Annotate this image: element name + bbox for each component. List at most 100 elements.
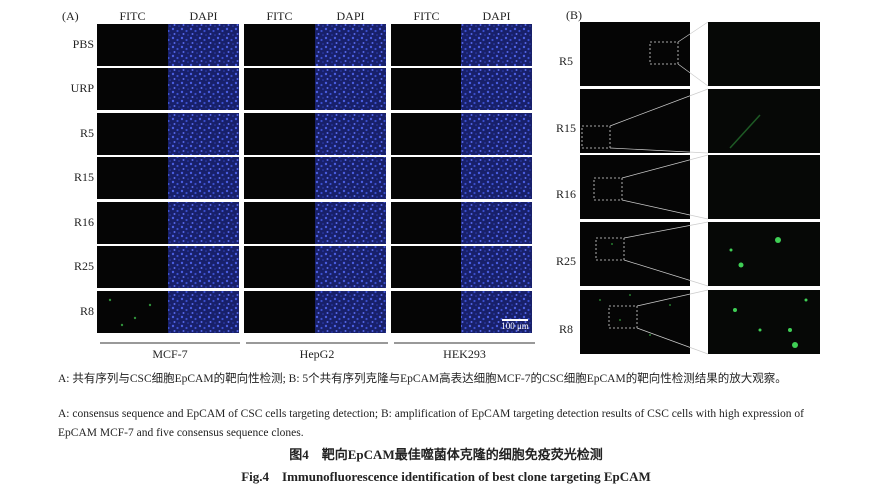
fitc-image	[391, 246, 462, 288]
dapi-image	[315, 291, 386, 333]
fitc-image	[97, 291, 168, 333]
green-spot	[619, 319, 621, 321]
dapi-image	[461, 24, 532, 66]
dapi-image	[461, 157, 532, 199]
panel-label: (B)	[566, 8, 582, 22]
green-spot	[148, 303, 152, 307]
fitc-image	[391, 291, 462, 333]
fitc-image	[97, 202, 168, 244]
fitc-image	[580, 89, 690, 153]
zoom-image	[708, 155, 820, 219]
zoom-image	[708, 222, 820, 286]
zoom-box	[595, 237, 625, 261]
fitc-image	[97, 24, 168, 66]
row-label: R16	[556, 187, 576, 201]
dapi-image	[461, 246, 532, 288]
dapi-image	[168, 291, 239, 333]
green-spot	[758, 328, 762, 332]
column-header: DAPI	[189, 9, 217, 23]
fitc-image	[391, 157, 462, 199]
dapi-image	[315, 24, 386, 66]
zoom-line	[636, 327, 709, 355]
dapi-image	[461, 68, 532, 110]
zoom-box	[593, 177, 623, 201]
green-spot	[108, 298, 112, 302]
column-header: DAPI	[482, 9, 510, 23]
dapi-image	[168, 246, 239, 288]
zoom-image	[708, 22, 820, 86]
zoom-line	[621, 154, 709, 179]
figure: (A) (B) FITC DAPI FITC DAPI FITC DAPI PBS URP R5…	[62, 8, 820, 361]
dapi-image	[168, 68, 239, 110]
dapi-image	[315, 157, 386, 199]
green-spot	[599, 299, 601, 301]
zoom-image	[708, 290, 820, 354]
green-spot	[733, 308, 737, 312]
fitc-image	[244, 202, 315, 244]
fitc-image	[580, 155, 690, 219]
green-spot	[792, 342, 798, 348]
row-label: R8	[80, 304, 94, 318]
dapi-image	[315, 246, 386, 288]
group-label: MCF-7	[152, 347, 187, 361]
fitc-image	[391, 202, 462, 244]
row-label: PBS	[73, 37, 94, 51]
row-label: URP	[71, 81, 95, 95]
zoom-image	[708, 89, 820, 153]
dapi-image	[315, 113, 386, 155]
zoom-line	[623, 259, 709, 287]
zoom-box	[608, 305, 638, 329]
group-label: HepG2	[300, 347, 335, 361]
fitc-image	[97, 68, 168, 110]
dapi-image	[461, 202, 532, 244]
column-header: DAPI	[336, 9, 364, 23]
zoom-line	[621, 199, 709, 220]
fitc-image	[391, 113, 462, 155]
scale-bar-label: 100 μm	[501, 321, 529, 331]
green-spot	[788, 328, 792, 332]
fitc-image	[244, 246, 315, 288]
zoom-box	[581, 125, 611, 149]
fitc-image	[391, 68, 462, 110]
zoom-line	[677, 21, 709, 43]
dapi-image	[168, 113, 239, 155]
fitc-image	[580, 290, 690, 354]
row-label: R15	[74, 170, 94, 184]
row-label: R8	[559, 322, 573, 336]
zoom-box	[649, 41, 679, 65]
fitc-image	[244, 157, 315, 199]
green-spot	[649, 334, 651, 336]
zoom-line	[677, 63, 709, 87]
dapi-image	[168, 24, 239, 66]
group-label: HEK293	[443, 347, 486, 361]
column-header: FITC	[266, 9, 292, 23]
zoom-line	[636, 289, 709, 307]
green-spot	[611, 243, 613, 245]
fitc-image	[244, 68, 315, 110]
fitc-image	[580, 22, 690, 86]
zoom-line	[609, 88, 709, 127]
fitc-image	[97, 157, 168, 199]
panel-label: (A)	[62, 9, 79, 23]
caption-zh: A: 共有序列与CSC细胞EpCAM的靶向性检测; B: 5个共有序列克隆与Ep…	[58, 373, 787, 385]
zoom-line	[623, 221, 709, 239]
title-en: Fig.4 Immunofluorescence identification …	[241, 469, 651, 484]
dapi-image	[315, 202, 386, 244]
title-zh: 图4 靶向EpCAM最佳噬菌体克隆的细胞免疫荧光检测	[289, 447, 603, 462]
green-spot	[804, 298, 808, 302]
dapi-image	[168, 202, 239, 244]
green-spot	[775, 237, 781, 243]
row-label: R25	[556, 254, 576, 268]
fitc-image	[244, 113, 315, 155]
green-spot	[133, 316, 137, 320]
column-header: FITC	[119, 9, 145, 23]
row-label: R5	[80, 126, 94, 140]
dapi-image	[461, 113, 532, 155]
fitc-image	[244, 291, 315, 333]
green-streak	[729, 114, 761, 149]
fitc-image	[97, 113, 168, 155]
green-spot	[738, 262, 744, 268]
caption-en: A: consensus sequence and EpCAM of CSC c…	[58, 408, 804, 439]
dapi-image	[461, 291, 532, 333]
